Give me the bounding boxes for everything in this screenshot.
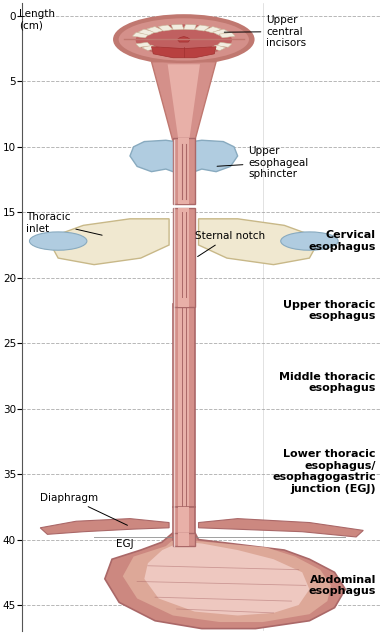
Polygon shape [130, 140, 238, 176]
Polygon shape [47, 219, 169, 264]
Bar [179, 209, 189, 306]
FancyBboxPatch shape [210, 45, 225, 51]
Text: Lower thoracic
esophagus/
esophagogastric
junction (EGJ): Lower thoracic esophagus/ esophagogastri… [272, 449, 376, 494]
Ellipse shape [136, 24, 232, 56]
Bar [173, 304, 195, 507]
Text: Upper
esophageal
sphincter: Upper esophageal sphincter [217, 146, 309, 179]
FancyBboxPatch shape [217, 42, 232, 47]
Bar [173, 138, 195, 204]
Polygon shape [199, 219, 320, 264]
FancyBboxPatch shape [136, 42, 151, 47]
FancyBboxPatch shape [190, 49, 203, 54]
Polygon shape [105, 533, 345, 628]
FancyBboxPatch shape [142, 45, 157, 51]
Polygon shape [40, 519, 169, 534]
FancyBboxPatch shape [201, 48, 216, 53]
FancyBboxPatch shape [205, 27, 221, 33]
Text: Diaphragm: Diaphragm [40, 493, 127, 526]
Polygon shape [152, 61, 216, 140]
FancyBboxPatch shape [147, 27, 163, 33]
FancyBboxPatch shape [184, 25, 196, 30]
Bar [173, 533, 195, 546]
Bar [179, 304, 189, 507]
Polygon shape [123, 537, 331, 622]
Bar [173, 209, 195, 306]
Ellipse shape [281, 232, 338, 250]
FancyBboxPatch shape [158, 25, 173, 31]
FancyBboxPatch shape [152, 48, 166, 53]
Text: Cervical
esophagus: Cervical esophagus [308, 230, 376, 252]
Polygon shape [199, 519, 363, 537]
Ellipse shape [114, 15, 253, 63]
Polygon shape [152, 47, 216, 58]
FancyBboxPatch shape [171, 25, 184, 30]
Bar [179, 138, 189, 204]
Bar [179, 507, 189, 540]
FancyBboxPatch shape [213, 29, 230, 35]
Polygon shape [144, 542, 310, 616]
FancyBboxPatch shape [179, 50, 189, 55]
Text: Length
(cm): Length (cm) [20, 10, 55, 31]
Text: EGJ: EGJ [116, 538, 133, 548]
FancyBboxPatch shape [219, 32, 235, 38]
Bar [173, 507, 195, 540]
Text: Middle thoracic
esophagus: Middle thoracic esophagus [280, 372, 376, 393]
Text: Abdominal
esophagus: Abdominal esophagus [308, 574, 376, 596]
FancyBboxPatch shape [138, 29, 155, 35]
Text: Upper thoracic
esophagus: Upper thoracic esophagus [283, 300, 376, 321]
FancyBboxPatch shape [195, 25, 209, 31]
Polygon shape [168, 64, 200, 140]
Ellipse shape [118, 16, 250, 62]
Polygon shape [177, 37, 190, 42]
Text: Thoracic
inlet: Thoracic inlet [26, 212, 102, 235]
Bar [179, 533, 189, 546]
FancyBboxPatch shape [164, 49, 177, 54]
FancyBboxPatch shape [132, 32, 149, 38]
Text: Sternal notch: Sternal notch [195, 231, 265, 257]
Text: Upper
central
incisors: Upper central incisors [224, 15, 306, 48]
Ellipse shape [30, 232, 87, 250]
